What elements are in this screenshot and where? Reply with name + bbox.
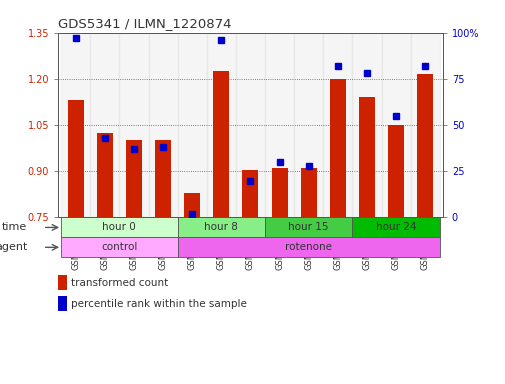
Bar	[177, 217, 265, 237]
Bar	[68, 100, 83, 217]
Bar	[329, 79, 345, 217]
Bar	[410, 33, 439, 217]
Bar	[417, 74, 432, 217]
Bar	[271, 168, 287, 217]
Bar	[242, 170, 258, 217]
Bar	[265, 33, 293, 217]
Text: transformed count: transformed count	[71, 278, 168, 288]
Bar	[61, 33, 90, 217]
Bar	[207, 33, 235, 217]
Bar	[235, 33, 265, 217]
Bar	[177, 33, 207, 217]
Bar	[300, 168, 316, 217]
Text: percentile rank within the sample: percentile rank within the sample	[71, 299, 246, 309]
Text: GDS5341 / ILMN_1220874: GDS5341 / ILMN_1220874	[58, 17, 231, 30]
Bar	[184, 193, 200, 217]
Text: time: time	[2, 222, 27, 232]
Bar	[148, 33, 177, 217]
Bar	[61, 237, 177, 257]
Bar	[119, 33, 148, 217]
Bar	[265, 217, 352, 237]
Bar	[155, 141, 171, 217]
Bar	[323, 33, 352, 217]
Bar	[352, 33, 381, 217]
Text: hour 8: hour 8	[204, 222, 238, 232]
Bar	[126, 141, 142, 217]
Bar	[90, 33, 119, 217]
Text: hour 0: hour 0	[103, 222, 136, 232]
Text: control: control	[101, 242, 137, 252]
Bar	[96, 133, 113, 217]
Text: rotenone: rotenone	[285, 242, 332, 252]
Text: agent: agent	[0, 242, 27, 252]
Bar	[213, 71, 229, 217]
Bar	[61, 217, 177, 237]
Bar	[352, 217, 439, 237]
Bar	[293, 33, 323, 217]
Bar	[358, 97, 374, 217]
Bar	[381, 33, 410, 217]
Text: hour 15: hour 15	[288, 222, 328, 232]
Bar	[387, 125, 403, 217]
Bar	[177, 237, 439, 257]
Text: hour 24: hour 24	[375, 222, 416, 232]
